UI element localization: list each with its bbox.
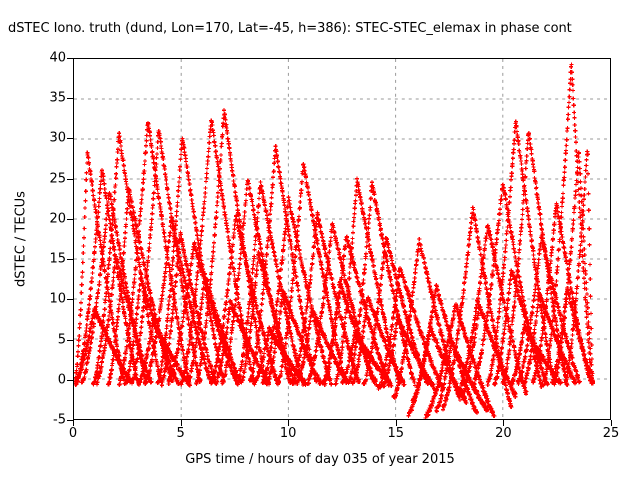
- y-tick-mark: [67, 138, 73, 140]
- x-tick-label: 10: [279, 426, 297, 441]
- y-tick-label: 35: [49, 90, 66, 106]
- y-tick-mark: [67, 420, 73, 421]
- y-tick-mark: [67, 299, 73, 301]
- y-tick-label: 15: [49, 251, 66, 267]
- y-tick-label: 5: [57, 332, 66, 348]
- x-tick-mark: [180, 420, 182, 426]
- y-tick-label: 40: [49, 50, 66, 66]
- y-tick-label: 0: [57, 372, 66, 388]
- y-tick-label: 10: [49, 291, 66, 307]
- x-tick-label: 5: [176, 426, 185, 441]
- data-series-dstec: [74, 62, 595, 419]
- y-axis-title: dSTEC / TECUs: [13, 191, 29, 287]
- x-tick-mark: [395, 420, 397, 426]
- y-tick-mark: [67, 218, 73, 220]
- x-axis-ticks: 0 5 10 15 20 25: [69, 420, 619, 446]
- y-tick-label: 20: [49, 211, 66, 227]
- y-axis-ticks: -5 0 5 10 15 20 25 30 35 40: [20, 51, 73, 428]
- x-tick-mark: [503, 420, 505, 426]
- y-tick-mark: [67, 98, 73, 100]
- y-tick-mark: [67, 379, 73, 381]
- x-tick-mark: [288, 420, 290, 426]
- x-tick-label: 25: [602, 426, 620, 441]
- x-tick-label: 0: [68, 426, 78, 441]
- x-tick-mark: [611, 420, 612, 426]
- x-tick-label: 15: [387, 426, 405, 441]
- x-tick-mark: [73, 420, 74, 426]
- y-tick-mark: [67, 339, 73, 341]
- y-tick-mark: [67, 178, 73, 180]
- y-tick-mark: [67, 58, 73, 59]
- plot-area: [73, 58, 611, 420]
- y-tick-label: 25: [49, 171, 66, 187]
- y-tick-label: 30: [49, 130, 66, 146]
- x-tick-label: 20: [495, 426, 512, 441]
- y-tick-mark: [67, 259, 73, 261]
- chart-title: dSTEC Iono. truth (dund, Lon=170, Lat=-4…: [8, 21, 572, 36]
- y-tick-label: -5: [53, 412, 66, 428]
- x-axis-title: GPS time / hours of day 035 of year 2015: [185, 452, 455, 467]
